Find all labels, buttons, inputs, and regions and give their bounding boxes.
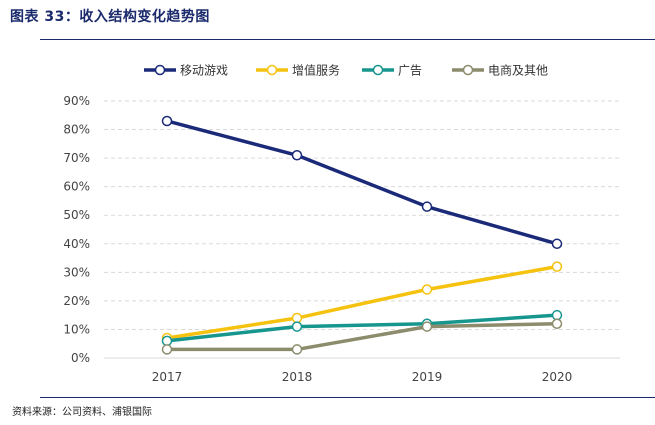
data-point — [291, 312, 303, 324]
y-tick-label: 80% — [63, 123, 90, 137]
legend-marker — [462, 64, 474, 76]
data-point — [421, 284, 433, 295]
data-point — [161, 344, 173, 355]
series-line — [166, 313, 558, 343]
y-tick-label: 50% — [63, 208, 90, 222]
top-divider — [40, 39, 655, 40]
data-point — [551, 238, 563, 250]
legend-marker — [372, 64, 384, 76]
data-point — [161, 335, 173, 347]
data-point — [551, 261, 563, 272]
data-point — [421, 201, 433, 212]
series-line — [167, 321, 558, 352]
y-tick-label: 70% — [63, 151, 90, 165]
legend-label: 增值服务 — [292, 63, 340, 78]
bottom-divider — [40, 397, 655, 398]
data-point — [551, 318, 563, 329]
x-tick-label: 2017 — [152, 370, 183, 384]
data-point — [291, 344, 303, 355]
y-tick-label: 20% — [63, 294, 90, 308]
figure-title: 图表 33：收入结构变化趋势图 — [10, 9, 210, 25]
legend-label: 移动游戏 — [180, 64, 228, 78]
data-point — [291, 321, 303, 332]
y-tick-label: 60% — [63, 180, 90, 194]
legend-label: 广告 — [398, 64, 422, 78]
y-tick-label: 90% — [63, 94, 90, 108]
data-point — [161, 115, 173, 127]
x-tick-label: 2020 — [542, 370, 573, 384]
legend-label: 电商及其他 — [488, 63, 548, 78]
y-tick-label: 0% — [71, 351, 90, 365]
legend-marker — [266, 64, 278, 76]
source-note: 资料来源：公司资料、浦银国际 — [12, 407, 152, 418]
y-tick-label: 30% — [63, 265, 90, 279]
data-point — [421, 321, 433, 332]
x-tick-label: 2019 — [412, 370, 443, 384]
data-point — [551, 309, 563, 321]
data-point — [291, 150, 303, 161]
x-tick-label: 2018 — [282, 370, 313, 384]
series-line — [166, 119, 558, 246]
y-tick-label: 10% — [63, 322, 90, 336]
y-tick-label: 40% — [63, 237, 90, 251]
series-line — [166, 264, 558, 340]
legend-marker — [154, 64, 166, 76]
